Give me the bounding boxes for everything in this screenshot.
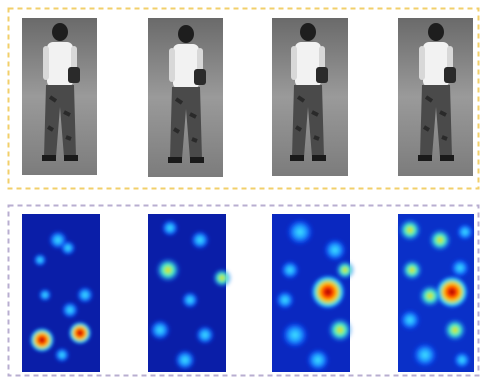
page (0, 0, 484, 379)
heatmap-4 (398, 214, 474, 372)
heatmap-3 (272, 214, 355, 372)
photo-1 (22, 18, 97, 175)
heatmap-1 (22, 214, 100, 372)
photo-4 (398, 18, 473, 176)
figure (0, 0, 484, 379)
heatmap-2 (148, 214, 232, 372)
photo-3 (272, 18, 348, 176)
photo-2 (148, 18, 223, 177)
